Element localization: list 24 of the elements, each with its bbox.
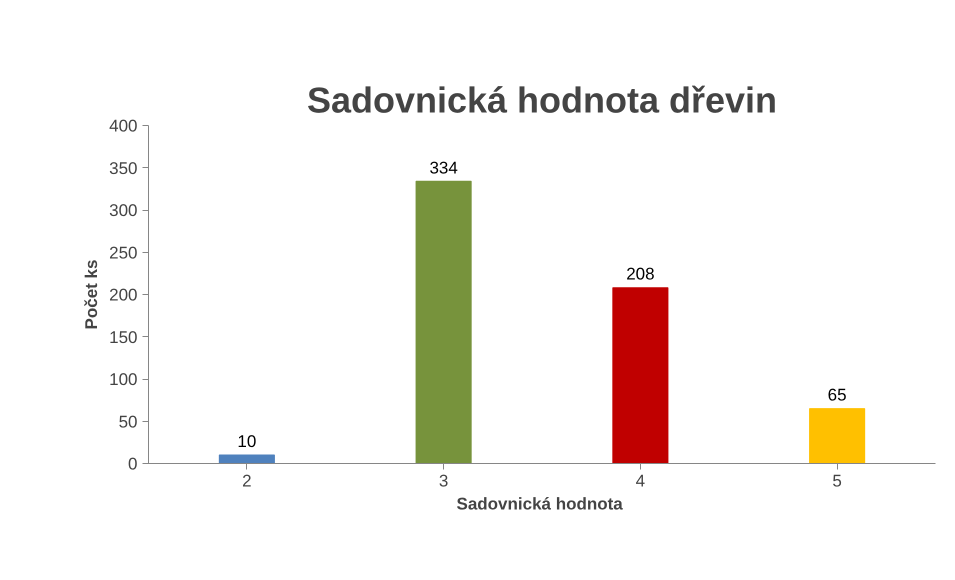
y-tick-label: 400 xyxy=(109,116,138,136)
bar xyxy=(218,454,275,464)
y-tick-label: 50 xyxy=(118,412,138,432)
x-tick-label: 3 xyxy=(438,472,448,490)
y-tick-label: 250 xyxy=(109,243,138,262)
y-tick-label: 350 xyxy=(109,158,138,178)
x-tick-label: 4 xyxy=(636,472,646,490)
y-tick-label: 100 xyxy=(109,370,138,389)
bar xyxy=(612,287,668,464)
y-tick-label: 0 xyxy=(128,454,138,474)
data-label: 208 xyxy=(626,264,655,284)
x-tick-label: 2 xyxy=(242,472,252,490)
data-label: 10 xyxy=(237,432,256,452)
bar xyxy=(416,180,472,464)
x-tick-label: 5 xyxy=(832,472,842,490)
y-tick-label: 300 xyxy=(109,201,138,220)
y-tick-label: 150 xyxy=(109,328,138,347)
bar xyxy=(809,408,866,464)
x-axis-title: Sadovnická hodnota xyxy=(456,494,624,514)
y-tick-label: 200 xyxy=(109,286,138,304)
y-axis-title: Počet ks xyxy=(82,260,102,330)
data-label: 334 xyxy=(429,158,458,178)
data-label: 65 xyxy=(828,386,847,405)
chart-title: Sadovnická hodnota dřevin xyxy=(306,80,778,120)
